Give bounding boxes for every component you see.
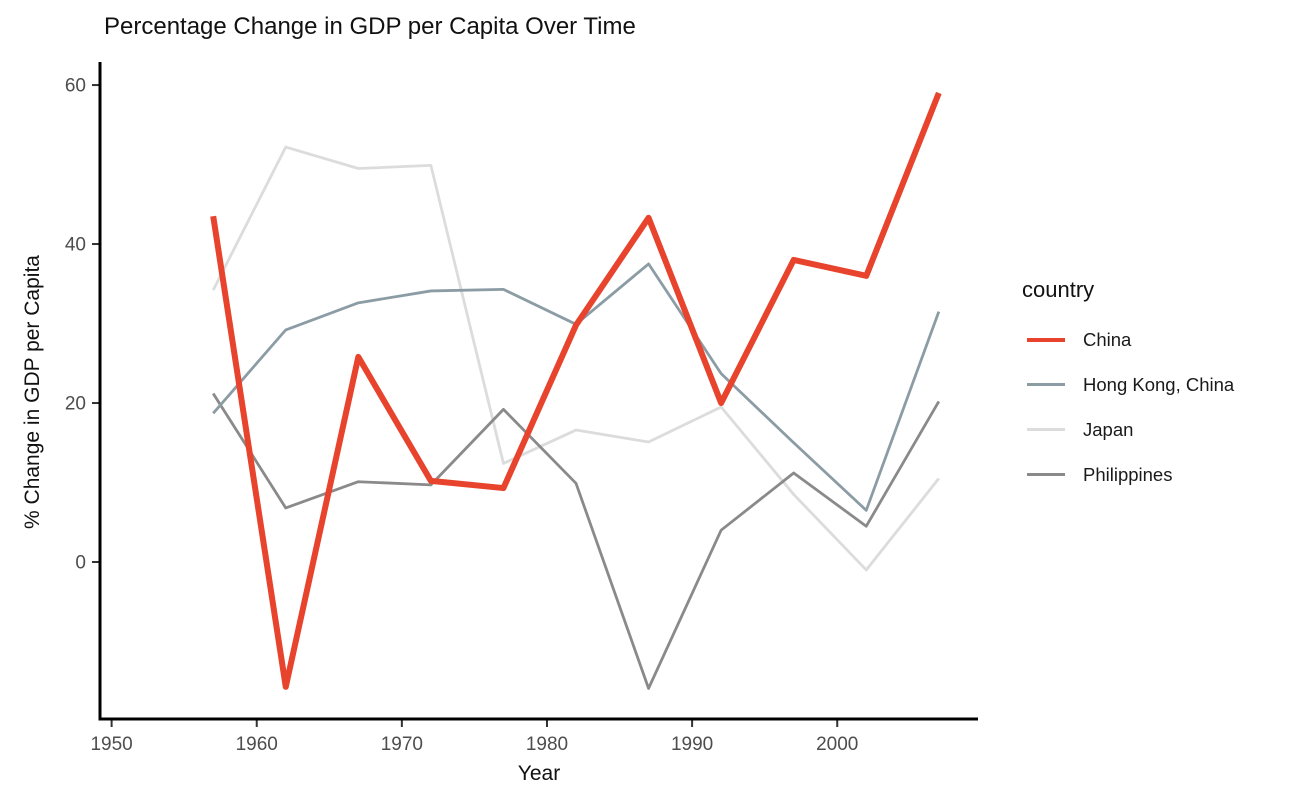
y-tick-label: 40	[65, 235, 86, 256]
series-line-japan	[211, 145, 940, 572]
legend-item-hong-kong: Hong Kong, China	[1022, 362, 1234, 407]
x-tick-label: 1960	[236, 734, 278, 755]
series-line-philippines	[212, 392, 941, 690]
x-tick-label: 2000	[816, 734, 858, 755]
legend-item-china: China	[1022, 317, 1234, 362]
y-tick-label: 60	[65, 76, 86, 97]
legend-label-china: China	[1083, 328, 1132, 350]
legend-label-hong-kong: Hong Kong, China	[1083, 373, 1235, 395]
legend-swatch-china-line-icon	[1027, 337, 1065, 342]
legend-swatch-hong-kong-line-icon	[1027, 383, 1065, 386]
series-line-hong-kong-china	[212, 262, 941, 512]
legend-label-philippines: Philippines	[1083, 463, 1173, 485]
legend-label-japan: Japan	[1083, 418, 1134, 440]
series-line-china	[210, 91, 942, 690]
legend: country China Hong Kong, China Japan Phi…	[1022, 277, 1234, 497]
legend-title: country	[1022, 277, 1095, 302]
legend-swatch-japan-line-icon	[1027, 428, 1065, 431]
x-axis-label: Year	[517, 762, 561, 785]
legend-item-japan: Japan	[1022, 407, 1234, 452]
legend-swatch-philippines-line-icon	[1027, 473, 1065, 476]
x-tick-label: 1970	[381, 734, 423, 755]
x-tick-label: 1950	[90, 734, 132, 755]
legend-item-philippines: Philippines	[1022, 452, 1234, 497]
y-tick-label: 20	[65, 394, 86, 415]
x-tick-label: 1990	[671, 734, 713, 755]
chart-title: Percentage Change in GDP per Capita Over…	[104, 13, 636, 40]
y-tick-label: 0	[75, 553, 86, 574]
x-tick-label: 1980	[526, 734, 568, 755]
